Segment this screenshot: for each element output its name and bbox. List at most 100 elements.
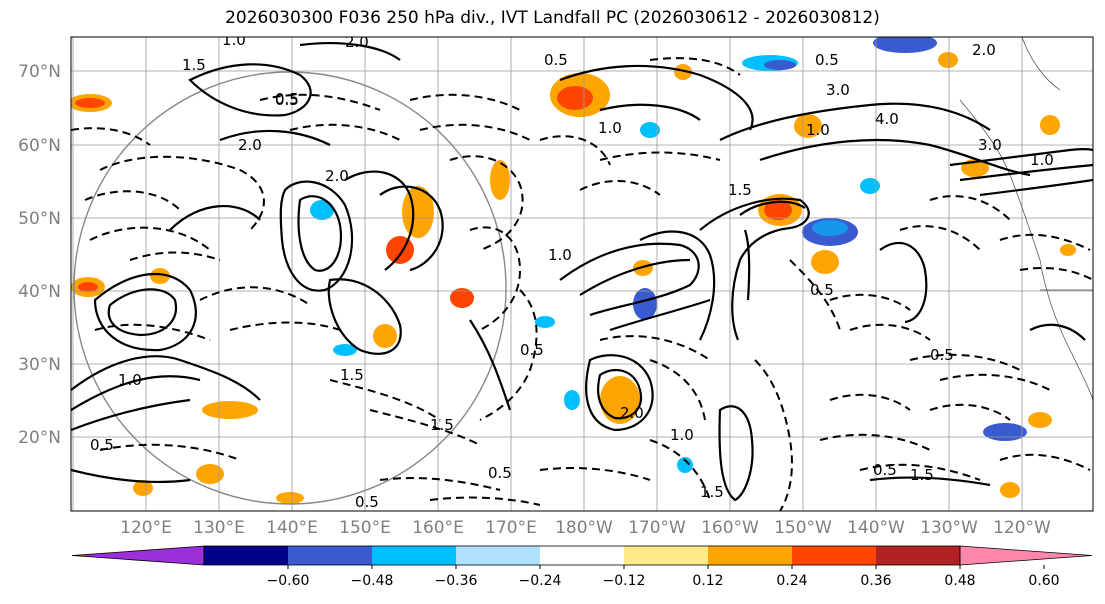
div-blob (1028, 412, 1052, 428)
div-blob (133, 480, 153, 496)
coastlines (959, 37, 1093, 401)
colorbar: −0.60 −0.48 −0.36 −0.24 −0.12 0.12 0.24 0.36 0.4… (71, 545, 1093, 589)
contour-label: 0.5 (810, 281, 834, 299)
div-blob (674, 64, 692, 80)
div-blob (600, 376, 640, 424)
contour-label: 1.0 (118, 371, 142, 389)
colorbar-segment (876, 546, 961, 565)
lon-label: 120°E (120, 518, 172, 538)
div-blob (764, 60, 796, 70)
div-blob (373, 324, 397, 348)
contour-label: 2.0 (345, 33, 369, 51)
plot-frame (70, 36, 1094, 512)
div-blob (860, 178, 880, 194)
contour-label: 0.5 (355, 493, 379, 511)
colorbar-segment (288, 546, 373, 565)
colorbar-tick-label: −0.36 (435, 573, 478, 589)
lon-label: 130°W (920, 518, 978, 538)
colorbar-tick-label: −0.60 (267, 573, 310, 589)
latitude-labels: 70°N 60°N 50°N 40°N 30°N 20°N (18, 62, 61, 448)
lon-label: 150°W (774, 518, 832, 538)
lon-label: 150°E (339, 518, 391, 538)
contour-label: 0.5 (930, 346, 954, 364)
contour-label: 2.0 (325, 167, 349, 185)
contour-label: 2.0 (238, 136, 262, 154)
contour-label: 0.5 (488, 464, 512, 482)
contour-label: 1.5 (430, 416, 454, 434)
contour-label: 1.0 (598, 119, 622, 137)
contour-label: 1.5 (700, 483, 724, 501)
div-blob (873, 37, 937, 53)
div-blob (150, 268, 170, 284)
div-blob (811, 250, 839, 274)
contour-label: 1.5 (910, 466, 934, 484)
contour-label: 3.0 (826, 81, 850, 99)
div-blob (1060, 244, 1076, 256)
contour-label: 0.5 (275, 90, 299, 108)
lon-label: 160°E (412, 518, 464, 538)
div-blob (938, 52, 958, 68)
div-blob (983, 423, 1027, 441)
lat-label-40n: 40°N (18, 282, 61, 302)
colorbar-frame (203, 545, 961, 566)
contour-labels: 1.0 2.0 1.5 3.0 4.0 0.5 1.0 2.0 1.5 2.0 … (90, 31, 1054, 511)
div-blob (677, 457, 693, 473)
contour-label: 1.5 (182, 56, 206, 74)
contour-label: 4.0 (875, 110, 899, 128)
div-blob (564, 390, 580, 410)
colorbar-segment (708, 546, 793, 565)
longitude-labels: 120°E 130°E 140°E 150°E 160°E 170°E 180°… (120, 518, 1051, 538)
div-blob (1000, 482, 1020, 498)
contour-label: 0.5 (275, 91, 299, 109)
lon-label: 140°W (847, 518, 905, 538)
contour-label: 1.5 (340, 366, 364, 384)
div-blob (812, 220, 848, 236)
div-blob (490, 160, 510, 200)
colorbar-segment (204, 546, 289, 565)
lon-label: 120°W (993, 518, 1051, 538)
contour-label: 1.0 (222, 31, 246, 49)
contour-label: 1.0 (548, 246, 572, 264)
colorbar-extend-max (959, 545, 1093, 566)
colorbar-segment (792, 546, 877, 565)
lat-label-60n: 60°N (18, 136, 61, 156)
colorbar-segment (456, 546, 541, 565)
contour-label: 1.0 (670, 426, 694, 444)
div-blob (202, 401, 258, 419)
div-blob (794, 114, 822, 138)
div-blob (535, 316, 555, 328)
colorbar-extend-min (71, 545, 205, 566)
lat-label-20n: 20°N (18, 428, 61, 448)
div-blob (450, 288, 474, 308)
lat-label-50n: 50°N (18, 209, 61, 229)
lon-label: 130°E (193, 518, 245, 538)
colorbar-tick-label: 0.36 (860, 573, 891, 589)
colorbar-segment (372, 546, 457, 565)
lon-label: 170°E (485, 518, 537, 538)
div-blob (557, 86, 593, 110)
div-blob (78, 282, 98, 292)
div-blob (310, 200, 334, 220)
contours-dashed (71, 57, 1093, 511)
colorbar-tick-label: 0.12 (692, 573, 723, 589)
div-blob (633, 288, 657, 320)
contour-label: 2.0 (972, 41, 996, 59)
colorbar-tick-label: −0.48 (351, 573, 394, 589)
map-content: 1.0 2.0 1.5 3.0 4.0 0.5 1.0 2.0 1.5 2.0 … (71, 31, 1093, 511)
colorbar-segment (624, 546, 709, 565)
lat-label-30n: 30°N (18, 355, 61, 375)
colorbar-tick-label: 0.24 (776, 573, 807, 589)
div-blob (402, 186, 434, 238)
div-blob (386, 236, 414, 264)
colorbar-tick-label: 0.48 (944, 573, 975, 589)
lat-label-70n: 70°N (18, 62, 61, 82)
colorbar-tick-label: −0.24 (519, 573, 562, 589)
div-blob (640, 122, 660, 138)
contour-label: 0.5 (815, 51, 839, 69)
contour-label: 1.5 (728, 181, 752, 199)
lon-label: 140°E (266, 518, 318, 538)
contour-label: 0.5 (90, 436, 114, 454)
div-blob (276, 492, 304, 504)
div-blob (75, 98, 105, 108)
contour-label: 1.0 (1030, 151, 1054, 169)
